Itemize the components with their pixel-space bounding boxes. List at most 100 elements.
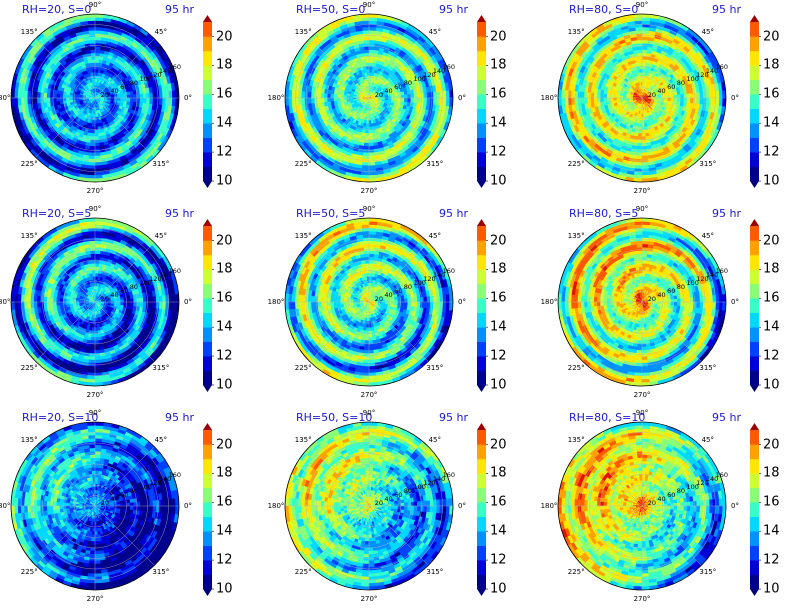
- field-cell: [410, 97, 415, 103]
- field-cell: [641, 71, 645, 76]
- colorbar-segment: [477, 50, 486, 66]
- field-cell: [639, 120, 643, 125]
- field-cell: [323, 93, 328, 99]
- field-cell: [94, 71, 98, 76]
- field-cell: [52, 93, 57, 99]
- field-cell: [62, 94, 67, 99]
- field-cell: [397, 97, 402, 102]
- field-cell: [673, 97, 678, 102]
- angle-label: 90°: [88, 1, 102, 9]
- colorbar-segment: [477, 36, 486, 52]
- field-cell: [586, 97, 591, 104]
- field-cell: [90, 136, 96, 141]
- angle-label: 0°: [458, 94, 466, 102]
- panel-title: RH=50, S=0: [296, 3, 366, 16]
- field-cell: [641, 68, 646, 73]
- colorbar-tick-label: 18: [490, 57, 507, 73]
- field-cell: [90, 52, 96, 57]
- field-cell: [91, 123, 96, 128]
- field-cell: [94, 42, 101, 47]
- field-cell: [637, 55, 643, 60]
- field-cell: [596, 97, 601, 103]
- field-cell: [89, 42, 96, 47]
- field-cell: [326, 97, 331, 103]
- field-cell: [636, 149, 643, 154]
- field-cell: [368, 71, 372, 76]
- field-cell: [606, 94, 611, 99]
- colorbar-tick-label: 18: [216, 57, 233, 73]
- angle-label: 270°: [360, 187, 378, 195]
- colorbar-segment: [203, 94, 212, 110]
- field-cell: [94, 136, 100, 141]
- colorbar: [203, 15, 212, 188]
- field-cell: [117, 97, 122, 101]
- field-cell: [94, 52, 100, 57]
- field-cell: [637, 52, 643, 57]
- field-cell: [368, 58, 374, 63]
- angle-label: 0°: [184, 94, 192, 102]
- field-cell: [130, 97, 135, 103]
- field-cell: [364, 55, 370, 60]
- field-cell: [368, 55, 374, 60]
- field-cell: [94, 149, 101, 154]
- field-cell: [336, 94, 341, 99]
- field-cell: [638, 126, 643, 131]
- colorbar-segment: [477, 22, 486, 37]
- field-cell: [420, 97, 425, 104]
- field-cell: [586, 92, 591, 99]
- polar-panel: 20 40 60 80 100 120 140 160 RH=50, S=0 95 hr 90° 45…: [268, 0, 534, 204]
- field-cell: [637, 139, 643, 144]
- field-cell: [133, 93, 138, 99]
- field-cell: [641, 58, 647, 63]
- field-cell: [391, 97, 396, 101]
- radial-tick-label: 20: [375, 91, 383, 99]
- field-cell: [641, 139, 647, 144]
- field-cell: [641, 136, 647, 141]
- field-cell: [384, 97, 389, 101]
- field-cell: [49, 93, 54, 99]
- colorbar-tick-label: 14: [490, 115, 507, 131]
- field-cell: [55, 93, 60, 99]
- colorbar-tick-label: 14: [216, 115, 233, 131]
- colorbar-segment: [203, 166, 212, 182]
- field-cell: [364, 52, 370, 57]
- field-cell: [136, 97, 141, 103]
- field-cell: [364, 58, 370, 63]
- field-cell: [90, 58, 96, 63]
- field-cell: [407, 97, 412, 103]
- field-cell: [368, 65, 373, 70]
- field-cell: [365, 126, 370, 131]
- field-cell: [609, 94, 614, 99]
- colorbar-segment: [477, 137, 486, 153]
- field-cell: [364, 133, 370, 138]
- colorbar-segment: [203, 22, 212, 37]
- radial-tick-label: 60: [394, 83, 402, 91]
- field-cell: [59, 94, 64, 99]
- field-cell: [368, 139, 374, 144]
- field-cell: [599, 93, 604, 99]
- field-cell: [664, 97, 669, 101]
- field-cell: [657, 97, 662, 101]
- field-cell: [94, 139, 100, 144]
- field-cell: [641, 42, 648, 47]
- angle-label: 45°: [154, 28, 168, 37]
- field-cell: [636, 42, 643, 47]
- angle-label: 315°: [152, 159, 170, 168]
- field-cell: [313, 92, 318, 99]
- colorbar-tick-label: 10: [490, 173, 507, 189]
- field-cell: [364, 139, 370, 144]
- field-cell: [683, 93, 688, 99]
- field-cell: [90, 133, 96, 138]
- colorbar-segment: [477, 123, 486, 138]
- field-cell: [638, 129, 643, 134]
- colorbar-segment: [203, 36, 212, 52]
- colorbar-extend-max: [477, 15, 486, 22]
- field-cell: [55, 97, 60, 103]
- field-cell: [404, 93, 409, 99]
- radial-tick-label: 40: [110, 87, 118, 95]
- field-cell: [130, 93, 135, 99]
- field-cell: [110, 97, 115, 101]
- angle-label: 225°: [294, 159, 312, 168]
- field-cell: [683, 97, 688, 103]
- field-cell: [667, 97, 672, 102]
